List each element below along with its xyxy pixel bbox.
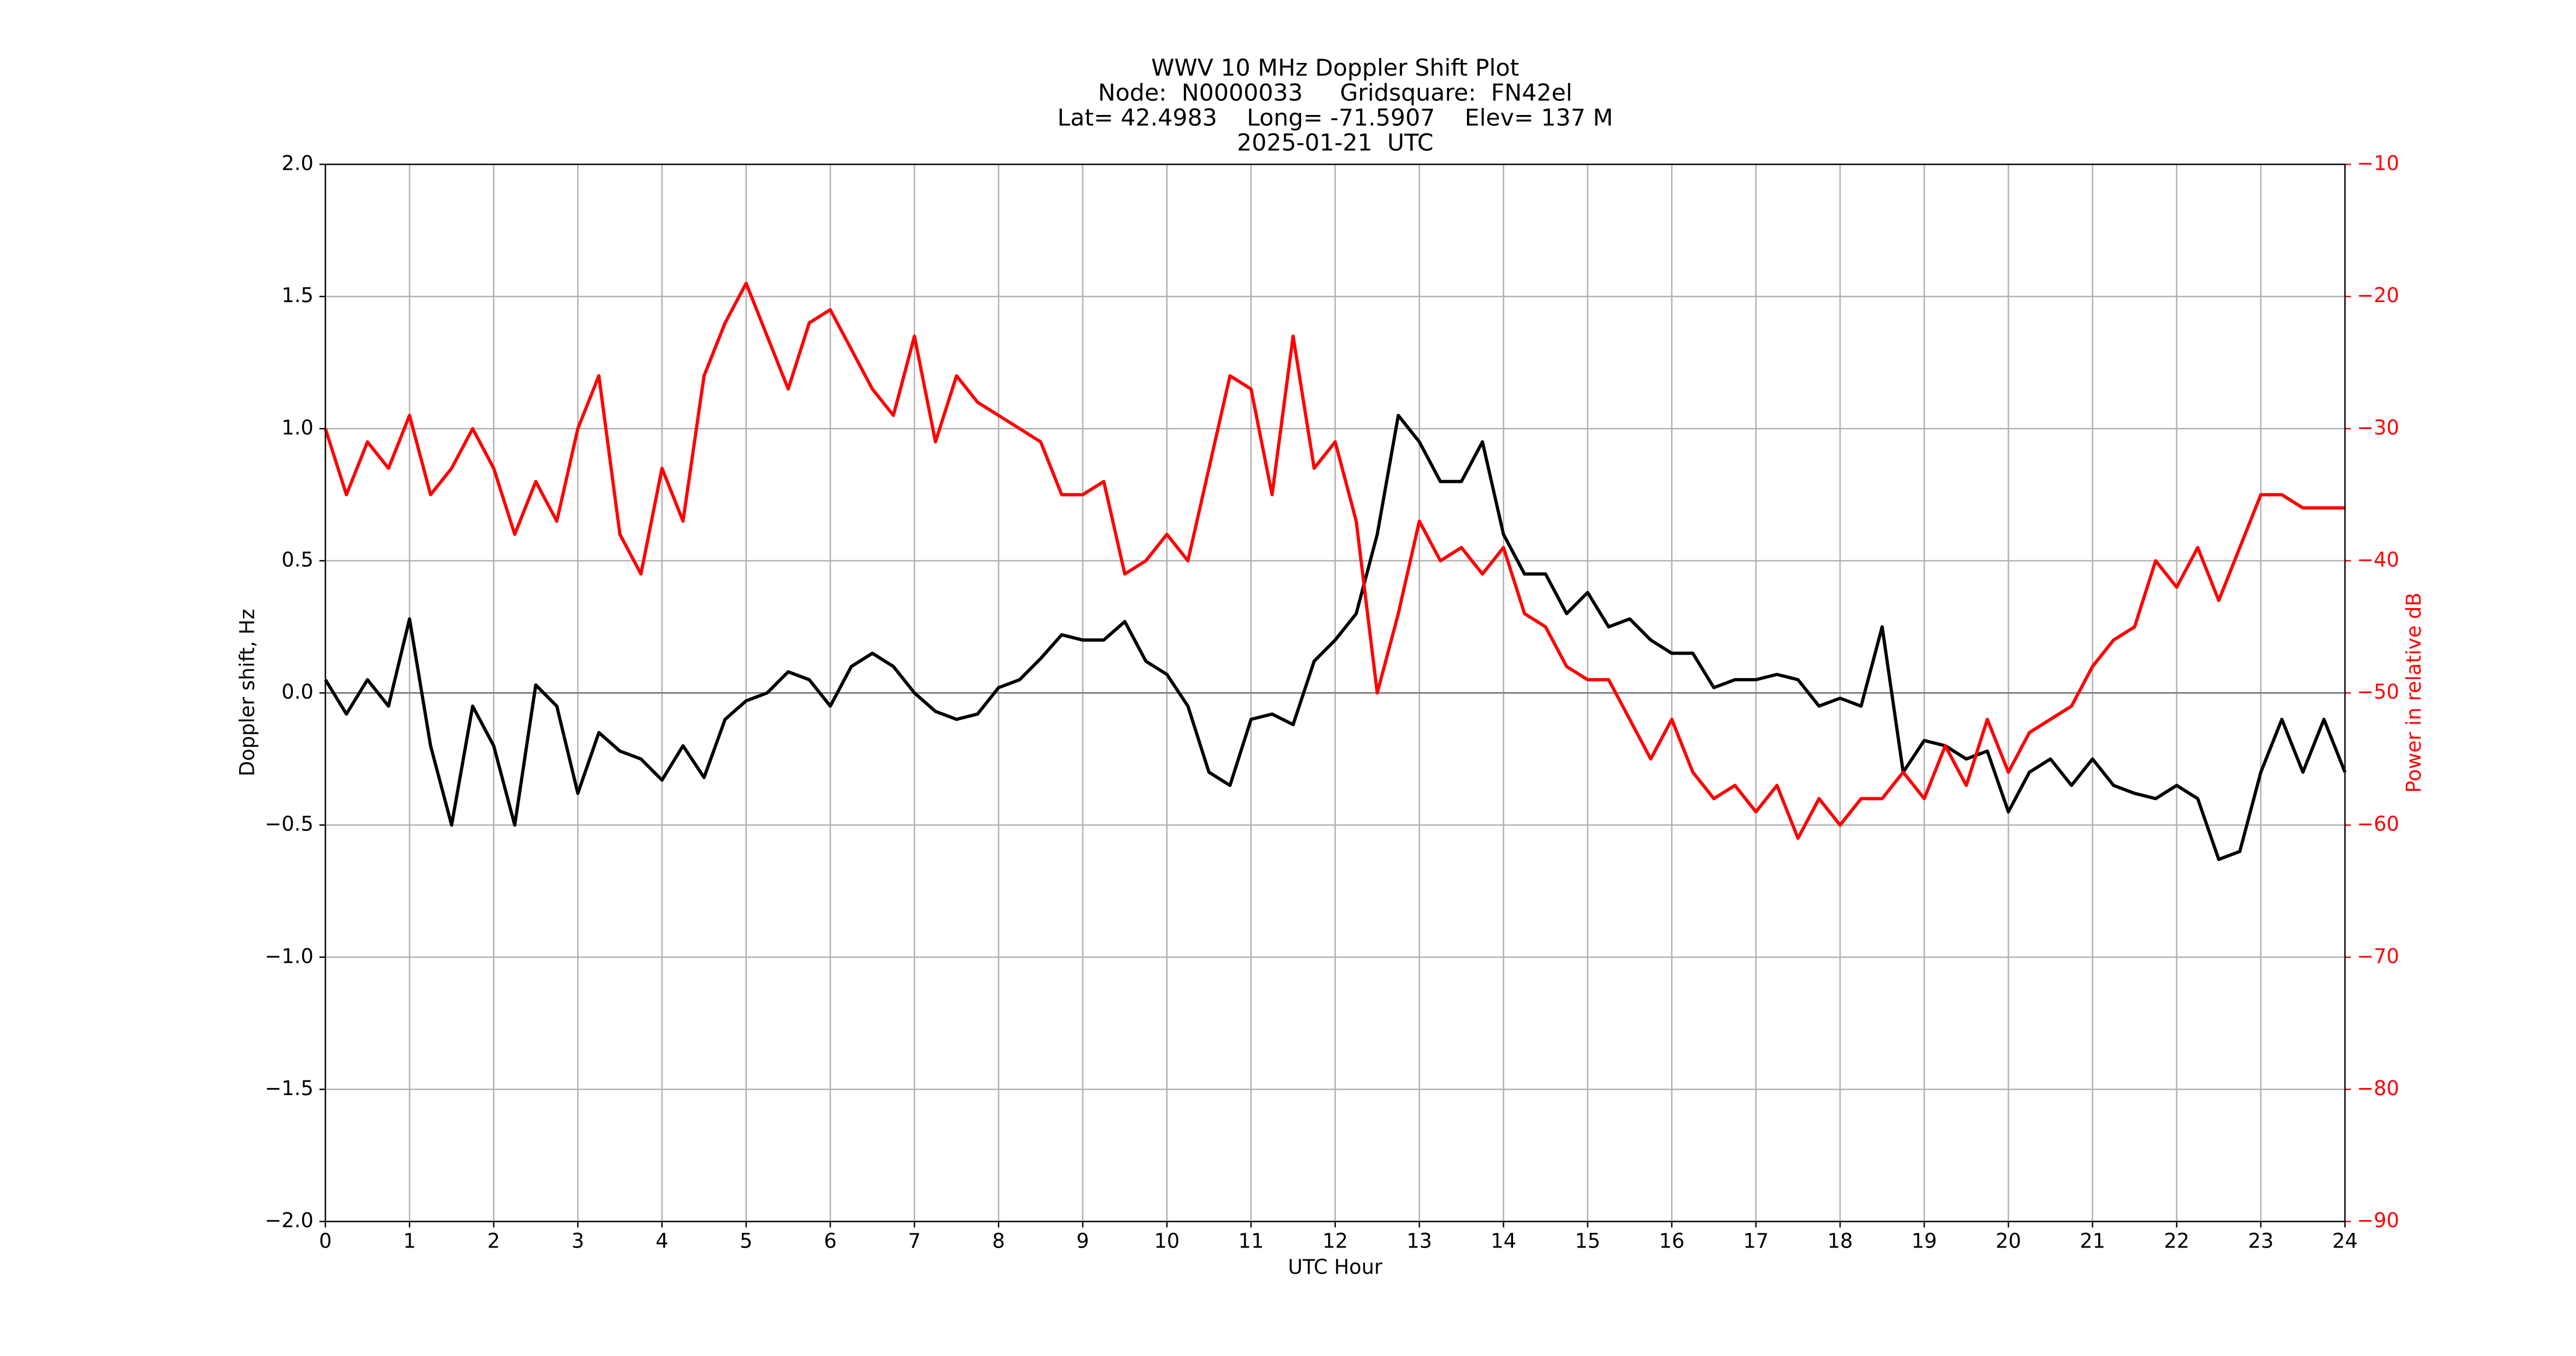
y2-tick-label: −10 (2357, 152, 2399, 175)
y-tick-label: −1.5 (265, 1077, 313, 1100)
y2-tick-label: −80 (2357, 1077, 2399, 1100)
data-line (324, 282, 2345, 840)
x-tick-label: 19 (1912, 1230, 1937, 1253)
x-tick-label: 1 (403, 1230, 416, 1253)
x-tick-label: 20 (1996, 1230, 2021, 1253)
x-tick-label: 11 (1238, 1230, 1264, 1253)
x-tick-label: 2 (488, 1230, 501, 1253)
x-tick-label: 24 (2332, 1230, 2357, 1253)
x-tick-label: 17 (1743, 1230, 1768, 1253)
y-tick-label: 0.0 (281, 680, 313, 703)
x-tick-label: 5 (740, 1230, 753, 1253)
x-tick-label: 21 (2080, 1230, 2105, 1253)
y-tick-label: 1.5 (281, 284, 313, 307)
x-tick-label: 9 (1076, 1230, 1090, 1253)
x-tick-label: 0 (319, 1230, 332, 1253)
y-tick-label: −1.0 (265, 944, 313, 968)
x-tick-label: 12 (1322, 1230, 1348, 1253)
y2-tick-label: −90 (2357, 1209, 2399, 1232)
x-tick-label: 7 (908, 1230, 921, 1253)
y2-tick-label: −30 (2357, 416, 2399, 439)
y2-tick-label: −40 (2357, 548, 2399, 571)
y2-tick-label: −60 (2357, 813, 2399, 836)
y-tick-label: −2.0 (265, 1209, 313, 1232)
x-axis-label: UTC Hour (1288, 1256, 1383, 1279)
x-tick-label: 23 (2248, 1230, 2273, 1253)
x-tick-label: 3 (572, 1230, 585, 1253)
x-tick-label: 16 (1659, 1230, 1684, 1253)
y-tick-label: 1.0 (281, 416, 313, 439)
y-tick-label: −0.5 (265, 813, 313, 836)
x-tick-label: 6 (824, 1230, 837, 1253)
x-tick-label: 10 (1154, 1230, 1180, 1253)
chart-subtitle: Lat= 42.4983 Long= -71.5907 Elev= 137 M (1058, 105, 1613, 132)
x-tick-label: 18 (1827, 1230, 1853, 1253)
plot-frame (324, 163, 2346, 1223)
x-tick-label: 13 (1407, 1230, 1432, 1253)
y2-tick-label: −50 (2357, 680, 2399, 703)
data-line (324, 413, 2347, 861)
x-tick-label: 15 (1575, 1230, 1600, 1253)
x-tick-label: 4 (656, 1230, 669, 1253)
x-tick-label: 14 (1491, 1230, 1516, 1253)
x-tick-label: 8 (992, 1230, 1005, 1253)
chart-subtitle: Node: N0000033 Gridsquare: FN42el (1098, 80, 1573, 107)
y-tick-label: 2.0 (281, 152, 313, 175)
y-tick-label: 0.5 (281, 548, 313, 571)
x-tick-label: 22 (2164, 1230, 2189, 1253)
chart-subtitle: 2025-01-21 UTC (1237, 130, 1433, 157)
y2-axis-label: Power in relative dB (2402, 592, 2426, 792)
chart-title: WWV 10 MHz Doppler Shift Plot (1151, 55, 1519, 82)
y2-tick-label: −20 (2357, 284, 2399, 307)
y2-tick-label: −70 (2357, 944, 2399, 968)
y-axis-label: Doppler shift, Hz (236, 609, 259, 777)
